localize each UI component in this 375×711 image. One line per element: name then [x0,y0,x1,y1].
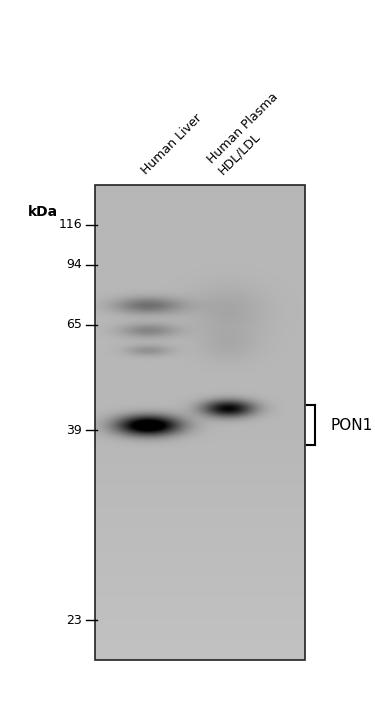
Text: 65: 65 [66,319,82,331]
Text: kDa: kDa [28,205,58,219]
Text: Human Liver: Human Liver [139,112,204,177]
Text: 39: 39 [66,424,82,437]
Text: PON1: PON1 [330,417,372,432]
Text: 116: 116 [58,218,82,232]
Bar [95,185,305,660]
Text: 94: 94 [66,259,82,272]
Text: Human Plasma
HDL/LDL: Human Plasma HDL/LDL [205,90,291,177]
Text: 23: 23 [66,614,82,626]
